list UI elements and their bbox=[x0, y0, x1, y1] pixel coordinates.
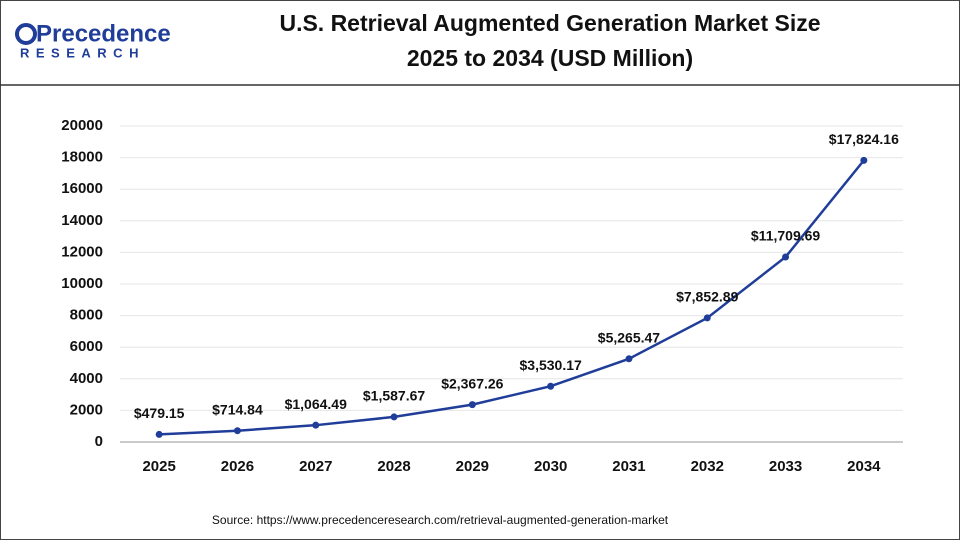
brand-name: Precedence bbox=[36, 20, 171, 47]
value-label: $7,852.89 bbox=[676, 289, 738, 305]
y-tick-label: 6000 bbox=[70, 338, 103, 355]
point bbox=[782, 253, 790, 261]
x-tick-label: 2031 bbox=[612, 458, 645, 475]
chart-subtitle: 2025 to 2034 (USD Million) bbox=[407, 45, 693, 71]
source-note: Source: https://www.precedenceresearch.c… bbox=[212, 513, 669, 527]
y-tick-label: 14000 bbox=[61, 212, 103, 229]
value-label: $2,367.26 bbox=[441, 375, 503, 391]
value-label: $1,064.49 bbox=[285, 396, 347, 412]
point bbox=[312, 421, 320, 429]
y-tick-label: 4000 bbox=[70, 370, 103, 387]
value-label: $714.84 bbox=[212, 401, 263, 417]
y-tick-label: 12000 bbox=[61, 243, 103, 260]
y-tick-label: 8000 bbox=[70, 307, 103, 324]
y-tick-label: 16000 bbox=[61, 180, 103, 197]
x-tick-label: 2027 bbox=[299, 458, 332, 475]
value-label: $11,709.69 bbox=[751, 228, 821, 244]
value-label: $3,530.17 bbox=[520, 357, 582, 373]
x-tick-label: 2029 bbox=[456, 458, 489, 475]
y-tick-label: 10000 bbox=[61, 275, 103, 292]
y-tick-label: 20000 bbox=[61, 117, 103, 134]
y-tick-label: 2000 bbox=[70, 401, 103, 418]
logo-icon bbox=[15, 23, 37, 45]
chart-title: U.S. Retrieval Augmented Generation Mark… bbox=[279, 10, 820, 36]
series-line bbox=[159, 159, 865, 436]
value-label: $5,265.47 bbox=[598, 330, 660, 346]
x-tick-label: 2034 bbox=[847, 458, 881, 475]
x-tick-label: 2032 bbox=[691, 458, 724, 475]
point bbox=[703, 314, 711, 322]
point bbox=[860, 156, 868, 164]
y-tick-label: 18000 bbox=[61, 149, 103, 166]
value-label: $1,587.67 bbox=[363, 388, 425, 404]
x-tick-label: 2030 bbox=[534, 458, 567, 475]
x-tick-label: 2025 bbox=[142, 458, 175, 475]
x-tick-label: 2028 bbox=[377, 458, 410, 475]
logo: Precedence RESEARCH bbox=[15, 20, 171, 60]
y-tick-label: 0 bbox=[95, 433, 103, 450]
x-tick-label: 2026 bbox=[221, 458, 254, 475]
point bbox=[468, 401, 476, 409]
point bbox=[390, 413, 398, 421]
value-label: $17,824.16 bbox=[829, 131, 899, 147]
x-tick-label: 2033 bbox=[769, 458, 802, 475]
point bbox=[547, 382, 555, 390]
point bbox=[625, 355, 633, 363]
value-label: $479.15 bbox=[134, 405, 185, 421]
brand-sub: RESEARCH bbox=[20, 45, 145, 60]
point bbox=[155, 430, 163, 438]
point bbox=[233, 427, 241, 435]
